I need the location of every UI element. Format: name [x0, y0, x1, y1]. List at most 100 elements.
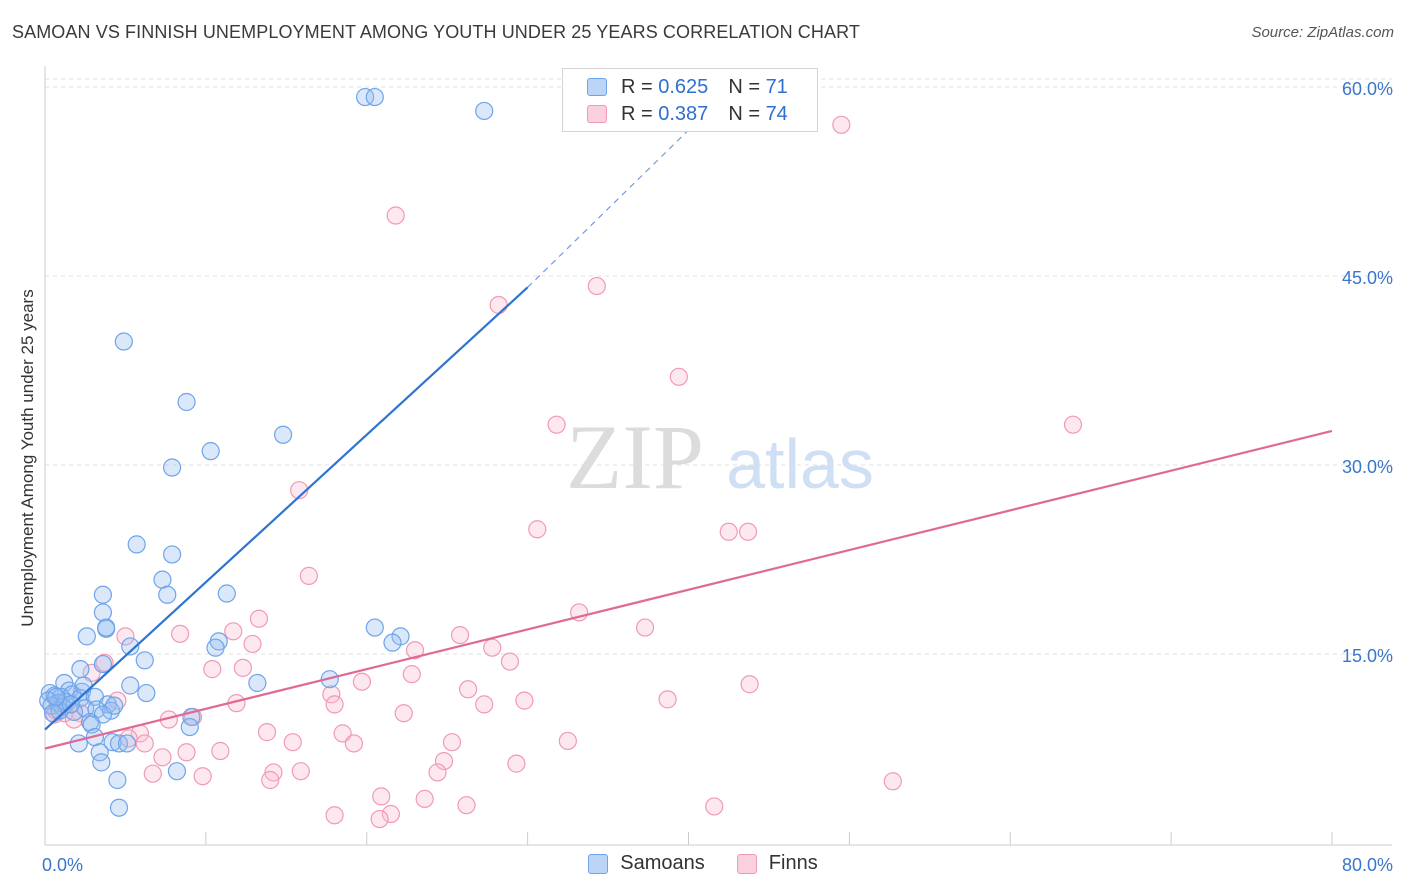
x-tick-label: 80.0%: [1342, 855, 1393, 875]
samoan-point: [177, 392, 196, 412]
finn-point: [177, 743, 196, 762]
finn-point: [372, 787, 391, 806]
finn-point: [370, 809, 389, 829]
finn-point: [832, 115, 851, 134]
finn-point: [291, 762, 310, 781]
samoans-points: [39, 87, 494, 817]
finn-point: [394, 704, 413, 723]
samoan-point: [201, 442, 220, 461]
finn-point: [143, 764, 162, 783]
finn-point: [203, 660, 222, 679]
finn-point: [257, 723, 277, 742]
finn-point: [450, 625, 470, 645]
finn-point: [658, 690, 677, 709]
samoan-point: [365, 87, 384, 107]
finn-point: [322, 685, 341, 704]
finn-point: [883, 772, 902, 791]
finn-point: [489, 295, 508, 315]
finns-r-label: R =: [621, 102, 659, 125]
finns-points: [45, 115, 1083, 829]
finn-point: [261, 770, 280, 790]
finn-point: [515, 691, 534, 710]
samoans-legend-swatch: [588, 853, 609, 874]
samoan-point: [167, 762, 187, 781]
finn-point: [738, 522, 758, 541]
samoans-legend-label: Samoans: [620, 852, 705, 874]
finn-point: [405, 641, 425, 660]
samoan-point: [92, 753, 111, 772]
samoan-point: [180, 717, 199, 737]
samoan-point: [162, 458, 182, 477]
finns-n-label: N =: [728, 102, 766, 125]
finn-point: [434, 751, 454, 771]
finns-trend-line: [44, 429, 1333, 750]
finn-point: [386, 206, 405, 225]
finn-point: [299, 566, 318, 585]
finn-point: [475, 695, 494, 714]
finn-point: [459, 680, 478, 699]
samoans-n-value: 71: [765, 75, 788, 98]
finn-point: [558, 731, 577, 751]
finn-point: [333, 724, 352, 743]
gridlines: [45, 78, 1392, 655]
finn-point: [108, 691, 127, 710]
finn-point: [1063, 415, 1083, 434]
samoan-point: [356, 87, 375, 107]
samoan-point: [93, 585, 113, 604]
samoans-trend-line: [44, 286, 529, 731]
watermark-zip: ZIP: [566, 406, 704, 508]
finn-point: [211, 741, 230, 761]
samoans-swatch: [587, 78, 607, 96]
source-label: Source: ZipAtlas.com: [1251, 24, 1394, 41]
finn-point: [457, 796, 476, 815]
samoan-point: [153, 570, 172, 589]
samoan-point: [43, 704, 63, 723]
samoan-point: [105, 696, 124, 715]
samoan-point: [365, 618, 384, 637]
samoan-point: [47, 687, 66, 706]
finn-point: [249, 609, 269, 628]
samoan-point: [217, 584, 236, 603]
samoan-point: [162, 545, 182, 564]
finn-point: [352, 672, 372, 691]
y-tick-label: 15.0%: [1342, 646, 1393, 666]
finn-point: [528, 520, 547, 539]
samoan-point: [74, 676, 93, 695]
series-legend: Samoans Finns: [0, 852, 1406, 875]
finn-point: [483, 638, 502, 657]
finn-point: [442, 733, 462, 752]
y-tick-label: 30.0%: [1342, 457, 1393, 477]
tick-labels: 15.0% 30.0% 45.0% 60.0% 0.0% 80.0%: [42, 79, 1393, 875]
finn-point: [283, 733, 302, 752]
samoan-point: [77, 627, 96, 646]
chart-title: SAMOAN VS FINNISH UNEMPLOYMENT AMONG YOU…: [12, 22, 860, 42]
legend-row-finns: R = 0.387 N = 74: [587, 102, 788, 126]
samoan-point: [273, 425, 293, 444]
finn-point: [153, 748, 172, 767]
finn-point: [381, 804, 400, 824]
samoan-point: [158, 585, 177, 604]
finn-point: [224, 622, 243, 641]
finn-point: [135, 734, 154, 753]
samoan-point: [127, 535, 146, 554]
y-tick-label: 45.0%: [1342, 268, 1393, 288]
finn-point: [325, 806, 344, 825]
finn-point: [635, 618, 655, 637]
finn-point: [428, 763, 447, 782]
samoan-point: [135, 651, 154, 670]
finn-point: [500, 652, 520, 671]
samoan-point: [121, 637, 140, 656]
axes: [44, 66, 1392, 846]
legend-row-samoans: R = 0.625 N = 71: [587, 75, 788, 99]
samoan-point: [206, 638, 225, 657]
samoan-point: [248, 673, 267, 693]
finn-point: [507, 754, 526, 773]
watermark: ZIP atlas: [566, 406, 874, 508]
finn-point: [193, 767, 212, 786]
finn-point: [669, 367, 688, 386]
samoans-r-label: R =: [621, 75, 659, 98]
finn-point: [171, 624, 190, 643]
legend-item-finns[interactable]: Finns: [736, 852, 818, 875]
legend-item-samoans[interactable]: Samoans: [588, 852, 705, 875]
